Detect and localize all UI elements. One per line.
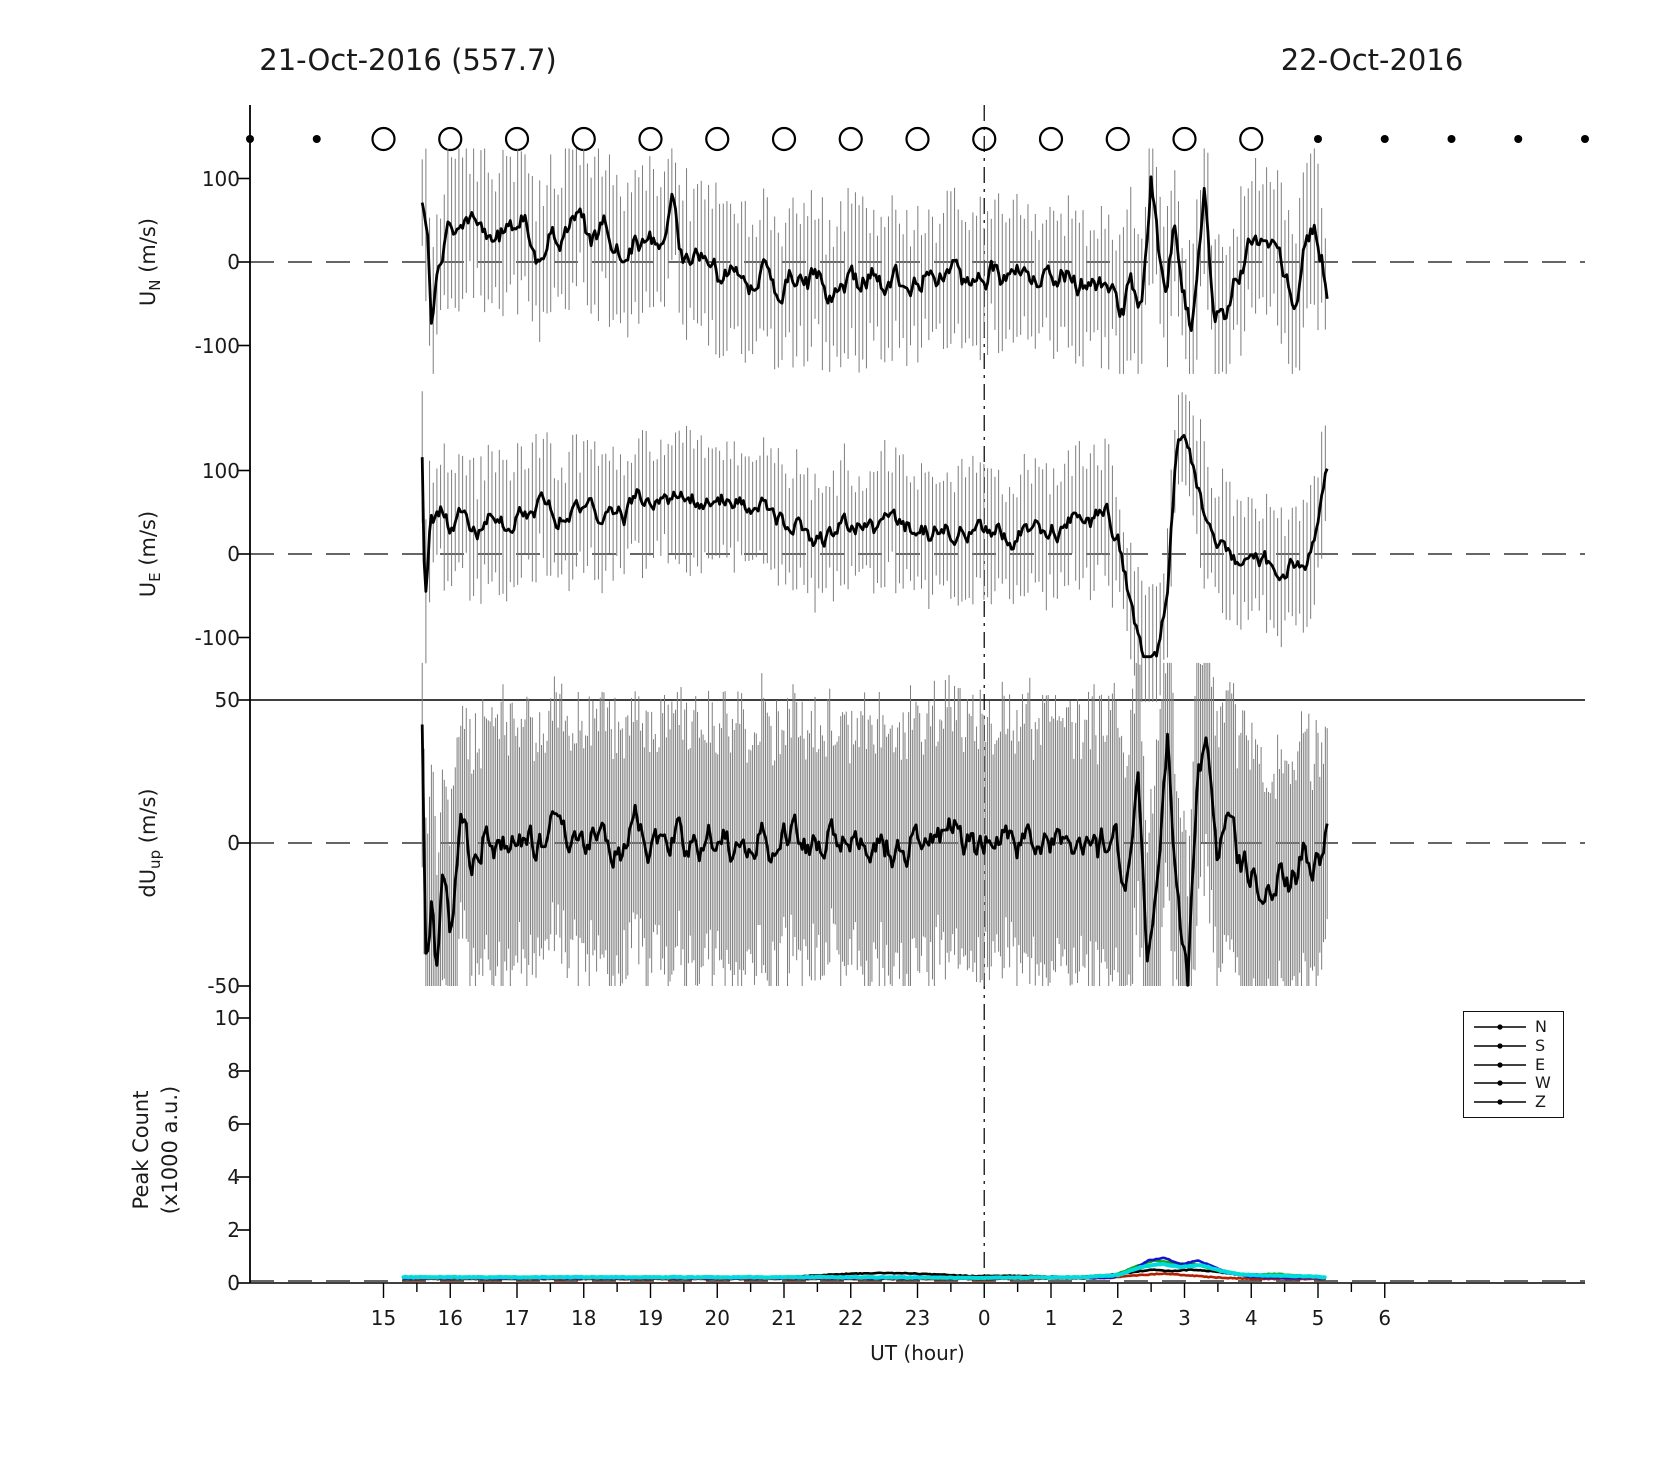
y-axis-title-pk-line1: Peak Count (129, 1090, 153, 1210)
y-tick-label-pk-8: 8 (227, 1059, 240, 1083)
hour-circle-marker (638, 126, 663, 152)
legend-entry-s: S (1472, 1035, 1559, 1055)
legend-label: S (1535, 1035, 1546, 1055)
y-axis-title-pk-line2: (x1000 a.u.) (158, 1085, 182, 1215)
ue-mean-line (420, 433, 1329, 659)
y-tick-label-un--100: -100 (194, 333, 240, 358)
peak-count-series (401, 1256, 1327, 1281)
legend-label: Z (1535, 1092, 1546, 1111)
hour-circle-marker (1105, 126, 1130, 152)
y-tick-label-pk-4: 4 (227, 1165, 240, 1189)
x-tick-label-3: 3 (1178, 1306, 1191, 1330)
ue-errorbars (421, 391, 1326, 702)
y-axis-ticks-pk (237, 1017, 250, 1284)
y-tick-label-du-50: 50 (214, 688, 240, 712)
du-errorbars (421, 662, 1328, 986)
legend-entry-z: Z (1472, 1092, 1559, 1111)
hour-circle-marker (972, 126, 997, 152)
y-axis-title-un: UN (m/s) (135, 217, 165, 307)
un-mean-line (420, 175, 1329, 333)
hour-dot-marker (1380, 135, 1389, 143)
y-tick-label-un-100: 100 (201, 166, 240, 191)
y-axis-ticks-un (237, 177, 250, 347)
y-tick-label-un-0: 0 (227, 250, 240, 274)
hour-circle-marker (705, 126, 730, 152)
x-axis-title: UT (hour) (870, 1341, 965, 1365)
x-tick-label-15: 15 (370, 1306, 397, 1330)
x-tick-label-23: 23 (904, 1306, 931, 1330)
hour-circle-marker (1239, 126, 1264, 152)
y-tick-label-pk-2: 2 (227, 1218, 240, 1242)
x-tick-label-6: 6 (1378, 1306, 1392, 1330)
legend-line-icon (1474, 1080, 1526, 1086)
hour-dot-marker (246, 135, 254, 143)
x-tick-label-19: 19 (637, 1306, 664, 1330)
hour-circle-marker (1172, 126, 1197, 152)
y-tick-label-du-0: 0 (227, 831, 240, 855)
legend-label: N (1535, 1017, 1547, 1036)
hour-circle-marker (438, 126, 463, 152)
hour-circle-marker (1038, 126, 1064, 152)
y-tick-label-pk-0: 0 (227, 1271, 240, 1295)
x-tick-label-21: 21 (771, 1306, 797, 1330)
hour-dot-marker (1581, 135, 1589, 143)
y-tick-label-pk-10: 10 (214, 1006, 240, 1030)
y-tick-label-ue-0: 0 (227, 542, 240, 566)
hour-circle-marker (838, 126, 863, 152)
un-errorbars (421, 148, 1326, 374)
legend-label: E (1535, 1054, 1546, 1074)
x-tick-label-1: 1 (1044, 1306, 1058, 1330)
x-tick-label-20: 20 (704, 1306, 730, 1330)
x-tick-label-17: 17 (504, 1306, 530, 1330)
y-axis-ticks-ue (237, 469, 250, 639)
x-tick-label-22: 22 (838, 1306, 864, 1330)
x-tick-label-16: 16 (437, 1306, 463, 1330)
hour-circle-marker (504, 126, 530, 152)
y-tick-label-pk-6: 6 (227, 1112, 240, 1136)
legend-entry-w: W (1472, 1073, 1559, 1093)
hour-circle-marker (371, 126, 396, 152)
x-tick-label-0: 0 (977, 1306, 991, 1330)
legend-line-icon (1474, 1024, 1526, 1030)
x-axis-ticks (382, 1283, 1386, 1298)
hour-dot-marker (312, 135, 321, 143)
hour-circle-marker (905, 126, 930, 152)
hour-dot-marker (1514, 135, 1523, 143)
legend-entry-n: N (1472, 1017, 1559, 1036)
legend-line-icon (1474, 1061, 1526, 1068)
x-tick-label-2: 2 (1111, 1306, 1125, 1330)
hour-circle-marker (771, 126, 797, 152)
y-tick-label-ue-100: 100 (201, 458, 240, 483)
legend-label: W (1535, 1073, 1551, 1093)
y-tick-label-ue--100: -100 (194, 625, 240, 650)
x-tick-label-4: 4 (1244, 1306, 1258, 1330)
peak-series-z (401, 1261, 1327, 1280)
y-tick-label-du--50: -50 (207, 974, 240, 998)
hour-dot-marker (1314, 135, 1322, 143)
x-tick-label-18: 18 (571, 1306, 597, 1330)
legend-entry-e: E (1472, 1054, 1559, 1074)
right-title: 22-Oct-2016 (1280, 43, 1464, 77)
y-axis-title-du: dUup (m/s) (135, 788, 165, 898)
hour-circle-marker (571, 126, 596, 152)
hour-dot-marker (1447, 135, 1456, 143)
left-title: 21-Oct-2016 (557.7) (259, 43, 557, 77)
legend-line-icon (1474, 1043, 1526, 1049)
du-mean-line (420, 724, 1329, 987)
y-axis-title-ue: UE (m/s) (135, 510, 165, 598)
x-tick-label-5: 5 (1311, 1306, 1325, 1330)
y-axis-ticks-du (237, 699, 250, 987)
hour-marker-row (246, 126, 1589, 152)
legend-line-icon (1474, 1099, 1526, 1105)
